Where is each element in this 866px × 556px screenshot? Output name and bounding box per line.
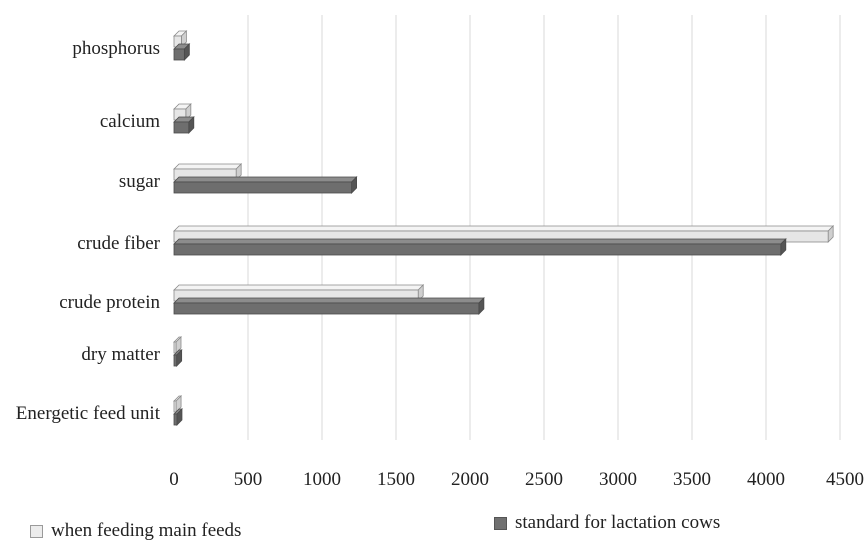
bar-dry-matter-series-2 [173, 349, 183, 367]
legend-item-main-feeds: when feeding main feeds [30, 520, 241, 542]
x-tick-label: 4000 [747, 469, 785, 490]
bar-sugar-series-2 [173, 176, 358, 194]
bar-phosphorus-series-2 [173, 43, 191, 61]
x-tick-label: 1500 [377, 469, 415, 490]
x-tick-label: 2500 [525, 469, 563, 490]
bar-energetic-feed-unit-series-1 [173, 395, 183, 413]
category-label: Energetic feed unit [16, 403, 161, 424]
x-tick-label: 1000 [303, 469, 341, 490]
legend-swatch-standard [494, 516, 507, 530]
bar-crude-fiber-series-2 [173, 238, 787, 256]
x-tick-label: 2000 [451, 469, 489, 490]
category-label: crude fiber [77, 233, 160, 254]
bar-energetic-feed-unit-series-2 [173, 408, 183, 426]
x-tick-label: 3500 [673, 469, 711, 490]
category-label: crude protein [59, 292, 160, 313]
bar-crude-protein-series-2 [173, 297, 485, 315]
category-label: sugar [119, 171, 161, 192]
bar-phosphorus-series-1 [173, 30, 188, 48]
x-tick-label: 4500 [826, 469, 864, 490]
bar-calcium-series-2 [173, 116, 195, 134]
legend-swatch-main-feeds [30, 524, 43, 538]
x-tick-label: 3000 [599, 469, 637, 490]
category-label: calcium [100, 111, 160, 132]
category-label: dry matter [81, 344, 160, 365]
bar-calcium-series-1 [173, 103, 192, 121]
legend-item-standard: standard for lactation cows [494, 512, 720, 534]
x-tick-label: 0 [169, 469, 179, 490]
category-label: phosphorus [72, 38, 160, 59]
legend-label-main-feeds: when feeding main feeds [51, 520, 242, 541]
x-tick-label: 500 [234, 469, 263, 490]
bar-sugar-series-1 [173, 163, 243, 181]
legend-label-standard: standard for lactation cows [515, 512, 721, 533]
bar-dry-matter-series-1 [173, 336, 182, 354]
